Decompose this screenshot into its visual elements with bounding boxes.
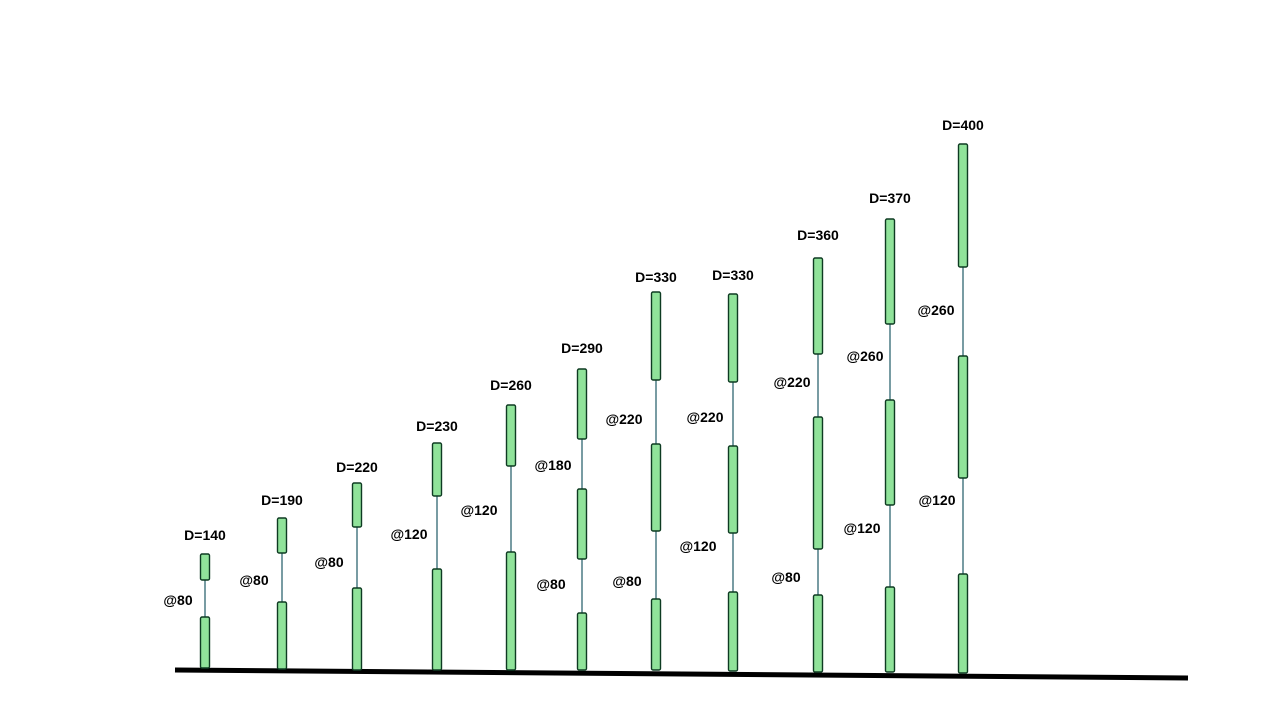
- spacing-label: @120: [679, 538, 716, 554]
- pile: D=330 @80 @220: [605, 269, 677, 671]
- pile: D=140 @80: [163, 527, 226, 669]
- spacing-label: @180: [534, 457, 571, 473]
- pile-depth-label: D=190: [261, 492, 303, 508]
- pile-segment: [505, 404, 517, 467]
- pile-segment: [351, 587, 363, 671]
- pile-segment: [650, 443, 662, 532]
- piles-layer: D=140 @80 D=190 @80 D=220 @80 D=230 @120 D=260 @1…: [163, 117, 984, 674]
- pile-segment: [276, 601, 288, 670]
- pile-segment: [812, 257, 824, 355]
- pile-segment: [276, 517, 288, 554]
- pile-depth-label: D=330: [712, 267, 754, 283]
- pile-segment: [650, 291, 662, 381]
- ground-line: [174, 667, 1189, 681]
- pile-segment: [812, 416, 824, 550]
- spacing-label: @260: [917, 302, 954, 318]
- spacing-label: @120: [843, 520, 880, 536]
- spacing-label: @80: [536, 576, 565, 592]
- pile-depth-label: D=260: [490, 377, 532, 393]
- spacing-label: @120: [390, 526, 427, 542]
- pile-segment: [576, 488, 588, 560]
- pile-depth-label: D=290: [561, 340, 603, 356]
- pile-segment: [812, 594, 824, 673]
- pile-segment: [884, 218, 896, 325]
- spacing-label: @120: [460, 502, 497, 518]
- spacing-label: @80: [612, 573, 641, 589]
- spacing-label: @220: [773, 374, 810, 390]
- spacing-label: @220: [686, 409, 723, 425]
- pile-segment: [727, 591, 739, 672]
- pile-segment: [351, 482, 363, 528]
- spacing-label: @80: [771, 569, 800, 585]
- pile-depth-label: D=400: [942, 117, 984, 133]
- pile-depth-label: D=220: [336, 459, 378, 475]
- pile-segment: [199, 553, 211, 581]
- pile-segment: [727, 445, 739, 534]
- pile-segment: [884, 399, 896, 506]
- pile-segment: [431, 442, 443, 497]
- pile: D=290 @80 @180: [534, 340, 603, 671]
- spacing-label: @80: [163, 592, 192, 608]
- pile-depth-label: D=140: [184, 527, 226, 543]
- pile-segment: [884, 586, 896, 673]
- pile: D=230 @120: [390, 418, 458, 671]
- pile: D=260 @120: [460, 377, 532, 671]
- pile-depth-label: D=360: [797, 227, 839, 243]
- pile-segment: [431, 568, 443, 671]
- pile-segment: [727, 293, 739, 383]
- spacing-label: @220: [605, 411, 642, 427]
- pile: D=220 @80: [314, 459, 378, 671]
- pile: D=360 @80 @220: [771, 227, 839, 673]
- pile-depth-label: D=230: [416, 418, 458, 434]
- pile-segment: [650, 598, 662, 671]
- pile: D=190 @80: [239, 492, 303, 670]
- pile: D=400 @120 @260: [917, 117, 984, 674]
- spacing-label: @80: [314, 554, 343, 570]
- pile-depth-label: D=370: [869, 190, 911, 206]
- pile-segment: [505, 551, 517, 671]
- spacing-label: @80: [239, 572, 268, 588]
- pile: D=370 @120 @260: [843, 190, 911, 673]
- pile-segment: [957, 355, 969, 479]
- pile-segment: [199, 616, 211, 669]
- pile-segment: [957, 573, 969, 674]
- pile-depth-label: D=330: [635, 269, 677, 285]
- pile-segment: [576, 368, 588, 440]
- pile: D=330 @120 @220: [679, 267, 754, 672]
- pile-segment: [957, 143, 969, 268]
- pile-segment: [576, 612, 588, 671]
- spacing-label: @120: [918, 492, 955, 508]
- spacing-label: @260: [846, 348, 883, 364]
